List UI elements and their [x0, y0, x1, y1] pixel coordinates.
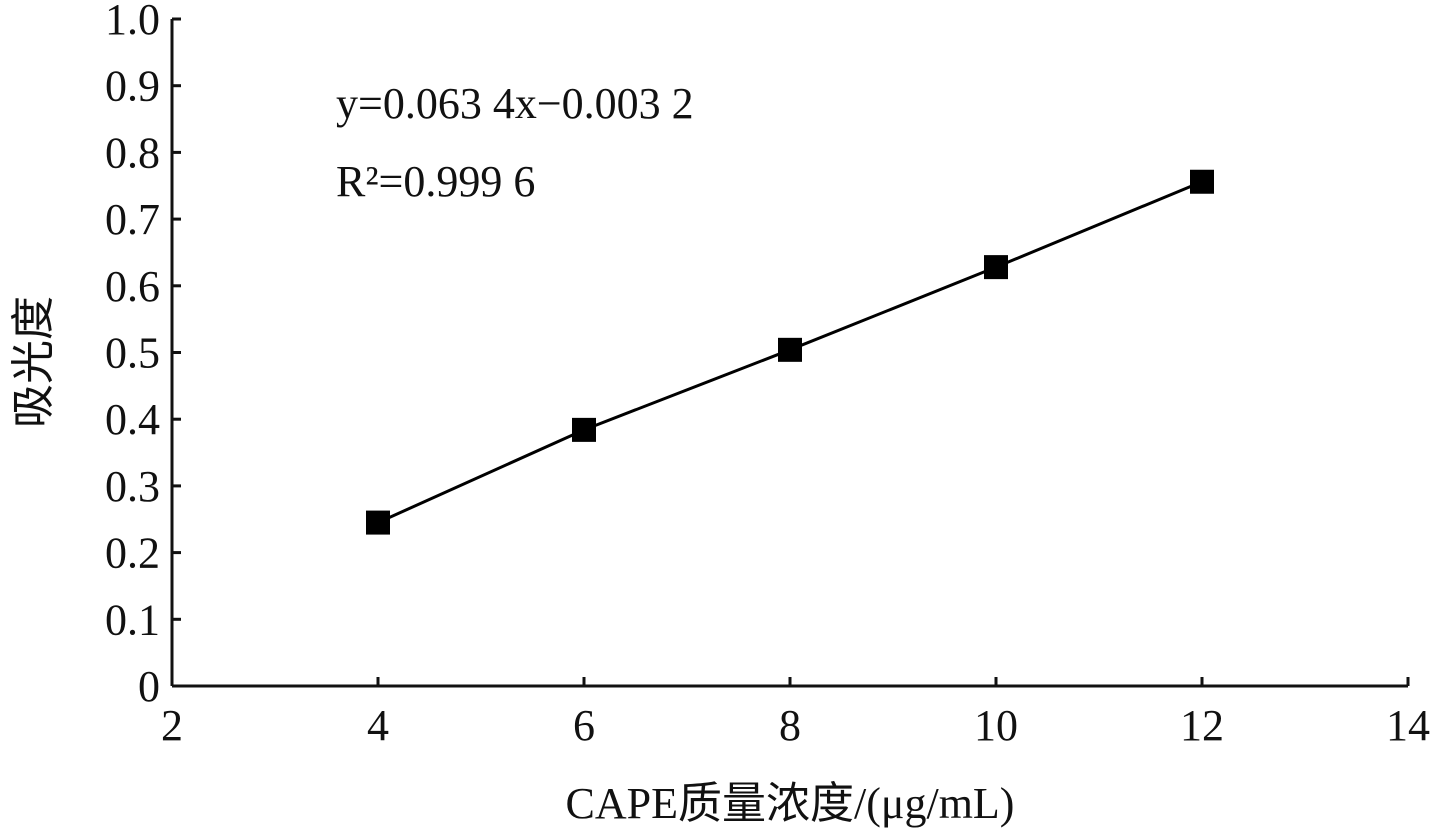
y-tick-label: 0.4	[105, 395, 160, 444]
y-axis-label: 吸光度	[9, 296, 58, 428]
x-tick-label: 12	[1180, 701, 1224, 750]
y-tick-label: 0.5	[105, 329, 160, 378]
x-tick-label: 6	[573, 701, 595, 750]
point-marker	[366, 510, 390, 535]
y-tick-label: 0.7	[105, 195, 160, 244]
r-squared: R²=0.999 6	[336, 157, 535, 206]
x-tick-label: 4	[367, 701, 389, 750]
equation: y=0.063 4x−0.003 2	[336, 79, 694, 128]
y-tick-label: 1.0	[105, 0, 160, 44]
point-marker	[778, 337, 802, 362]
x-axis-label: CAPE质量浓度/(μg/mL)	[566, 779, 1015, 828]
point-marker	[572, 417, 596, 442]
y-tick-label: 0.6	[105, 262, 160, 311]
point-marker	[1190, 169, 1214, 194]
y-tick-label: 0.3	[105, 462, 160, 511]
y-tick-label: 0.9	[105, 62, 160, 111]
y-tick-label: 0.8	[105, 128, 160, 177]
y-tick-label: 0.2	[105, 529, 160, 578]
point-marker	[984, 255, 1008, 280]
x-tick-label: 10	[974, 701, 1018, 750]
x-tick-label: 8	[779, 701, 801, 750]
y-tick-label: 0.1	[105, 595, 160, 644]
x-tick-label: 14	[1386, 701, 1430, 750]
x-tick-label: 2	[161, 701, 183, 750]
y-tick-label: 0	[138, 662, 160, 711]
